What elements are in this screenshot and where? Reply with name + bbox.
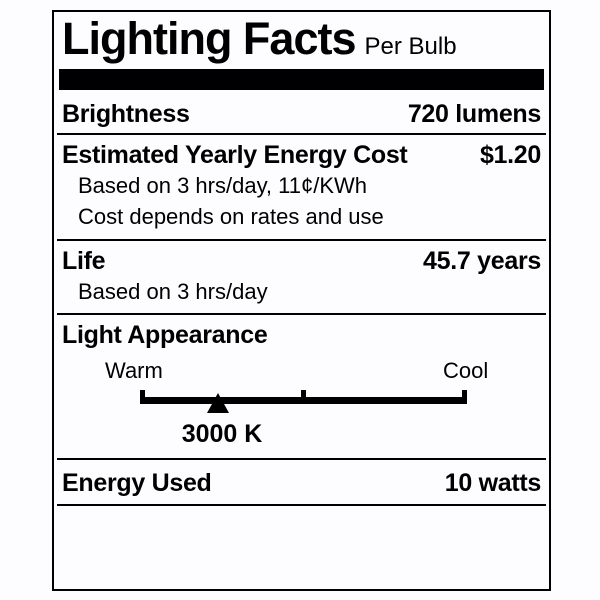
brightness-section: Brightness 720 lumens bbox=[57, 94, 546, 135]
brightness-value: 720 lumens bbox=[407, 100, 541, 128]
energy-used-label: Energy Used bbox=[62, 469, 212, 497]
brightness-label: Brightness bbox=[62, 100, 190, 128]
scale-bar bbox=[140, 397, 467, 404]
life-row: Life 45.7 years bbox=[57, 247, 546, 276]
life-note-basis: Based on 3 hrs/day bbox=[78, 279, 268, 304]
energy-cost-row: Estimated Yearly Energy Cost $1.20 bbox=[57, 141, 546, 170]
color-temperature-marker-triangle-icon bbox=[207, 393, 229, 413]
color-temperature-value: 3000 K bbox=[181, 420, 263, 448]
energy-used-value: 10 watts bbox=[444, 469, 542, 497]
color-temperature-scale: Warm Cool 3000 K bbox=[57, 352, 546, 454]
label-header: Lighting Facts Per Bulb bbox=[54, 12, 549, 66]
energy-used-row: Energy Used 10 watts bbox=[57, 469, 546, 498]
label-title: Lighting Facts bbox=[62, 13, 356, 64]
energy-cost-value: $1.20 bbox=[479, 141, 541, 169]
energy-cost-label: Estimated Yearly Energy Cost bbox=[62, 141, 408, 169]
scale-track bbox=[140, 390, 467, 413]
life-section: Life 45.7 years Based on 3 hrs/day bbox=[57, 241, 546, 315]
life-value: 45.7 years bbox=[423, 247, 541, 275]
header-separator-bar bbox=[59, 69, 544, 90]
label-subtitle: Per Bulb bbox=[364, 33, 457, 60]
energy-cost-section: Estimated Yearly Energy Cost $1.20 Based… bbox=[57, 135, 546, 241]
energy-cost-note-disclaimer: Cost depends on rates and use bbox=[78, 204, 384, 229]
life-label: Life bbox=[62, 247, 106, 275]
light-appearance-label: Light Appearance bbox=[62, 321, 268, 349]
brightness-row: Brightness 720 lumens bbox=[57, 100, 546, 129]
energy-cost-note-basis: Based on 3 hrs/day, 11¢/KWh bbox=[78, 173, 368, 198]
cool-label: Cool bbox=[443, 358, 489, 383]
light-appearance-section: Light Appearance Warm Cool 3000 K bbox=[57, 315, 546, 460]
light-appearance-heading-row: Light Appearance bbox=[57, 321, 546, 350]
lighting-facts-label: Lighting Facts Per Bulb Brightness 720 l… bbox=[52, 10, 551, 591]
warm-label: Warm bbox=[105, 358, 163, 383]
energy-used-section: Energy Used 10 watts bbox=[57, 460, 546, 506]
